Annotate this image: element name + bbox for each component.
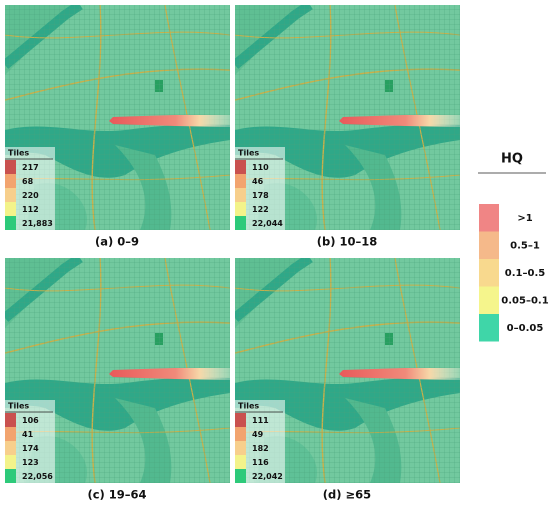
hq-swatch (479, 314, 499, 342)
tiles-legend-title: Tiles (8, 402, 29, 411)
tiles-count: 110 (252, 163, 269, 172)
map-panel: Tiles 106 41 174 123 22,056 (5, 258, 230, 483)
tiles-swatch (235, 441, 246, 455)
tiles-swatch (5, 188, 16, 202)
hq-label: 0–0.05 (507, 323, 544, 334)
panel-caption: (c) 19–64 (87, 488, 146, 502)
tiles-swatch (235, 413, 246, 427)
hq-label: >1 (517, 213, 532, 224)
panel-caption: (a) 0–9 (95, 235, 139, 249)
tiles-count: 22,042 (252, 472, 283, 481)
tiles-swatch (235, 188, 246, 202)
tiles-legend-title: Tiles (8, 149, 29, 158)
tiles-swatch (5, 216, 16, 230)
hq-swatch (479, 204, 499, 232)
tiles-count: 106 (22, 416, 39, 425)
tiles-count: 111 (252, 416, 269, 425)
tiles-count: 116 (252, 458, 269, 467)
tiles-count: 21,883 (22, 219, 53, 228)
tiles-count: 178 (252, 191, 269, 200)
tiles-count: 41 (22, 430, 34, 439)
panel-caption: (b) 10–18 (317, 235, 378, 249)
tiles-swatch (5, 455, 16, 469)
tiles-count: 182 (252, 444, 269, 453)
tiles-swatch (235, 174, 246, 188)
tiles-swatch (235, 427, 246, 441)
tiles-swatch (235, 202, 246, 216)
hq-label: 0.05–0.1 (501, 296, 548, 307)
tiles-count: 220 (22, 191, 39, 200)
map-panel: Tiles 217 68 220 112 21,883 (5, 5, 230, 230)
tiles-count: 49 (252, 430, 264, 439)
tiles-count: 46 (252, 177, 264, 186)
hq-swatch (479, 259, 499, 287)
tiles-swatch (235, 469, 246, 483)
hq-legend-title: HQ (501, 152, 523, 167)
tiles-swatch (235, 455, 246, 469)
tiles-swatch (5, 174, 16, 188)
tiles-count: 68 (22, 177, 34, 186)
tiles-swatch (235, 160, 246, 174)
hq-label: 0.1–0.5 (505, 268, 545, 279)
tiles-count: 22,056 (22, 472, 53, 481)
tiles-count: 123 (22, 458, 39, 467)
panel-caption: (d) ≥65 (323, 488, 371, 502)
tiles-swatch (5, 427, 16, 441)
hq-swatch (479, 286, 499, 314)
hq-swatch (479, 231, 499, 259)
map-panel: Tiles 111 49 182 116 22,042 (235, 258, 460, 483)
tiles-count: 217 (22, 163, 39, 172)
hq-label: 0.5–1 (510, 241, 540, 252)
tiles-swatch (5, 469, 16, 483)
tiles-count: 22,044 (252, 219, 283, 228)
tiles-swatch (5, 202, 16, 216)
tiles-swatch (235, 216, 246, 230)
map-panel: Tiles 110 46 178 122 22,044 (235, 5, 460, 230)
tiles-swatch (5, 441, 16, 455)
tiles-legend-title: Tiles (238, 149, 259, 158)
tiles-count: 112 (22, 205, 39, 214)
tiles-count: 122 (252, 205, 269, 214)
tiles-count: 174 (22, 444, 39, 453)
tiles-legend-title: Tiles (238, 402, 259, 411)
tiles-swatch (5, 413, 16, 427)
tiles-swatch (5, 160, 16, 174)
